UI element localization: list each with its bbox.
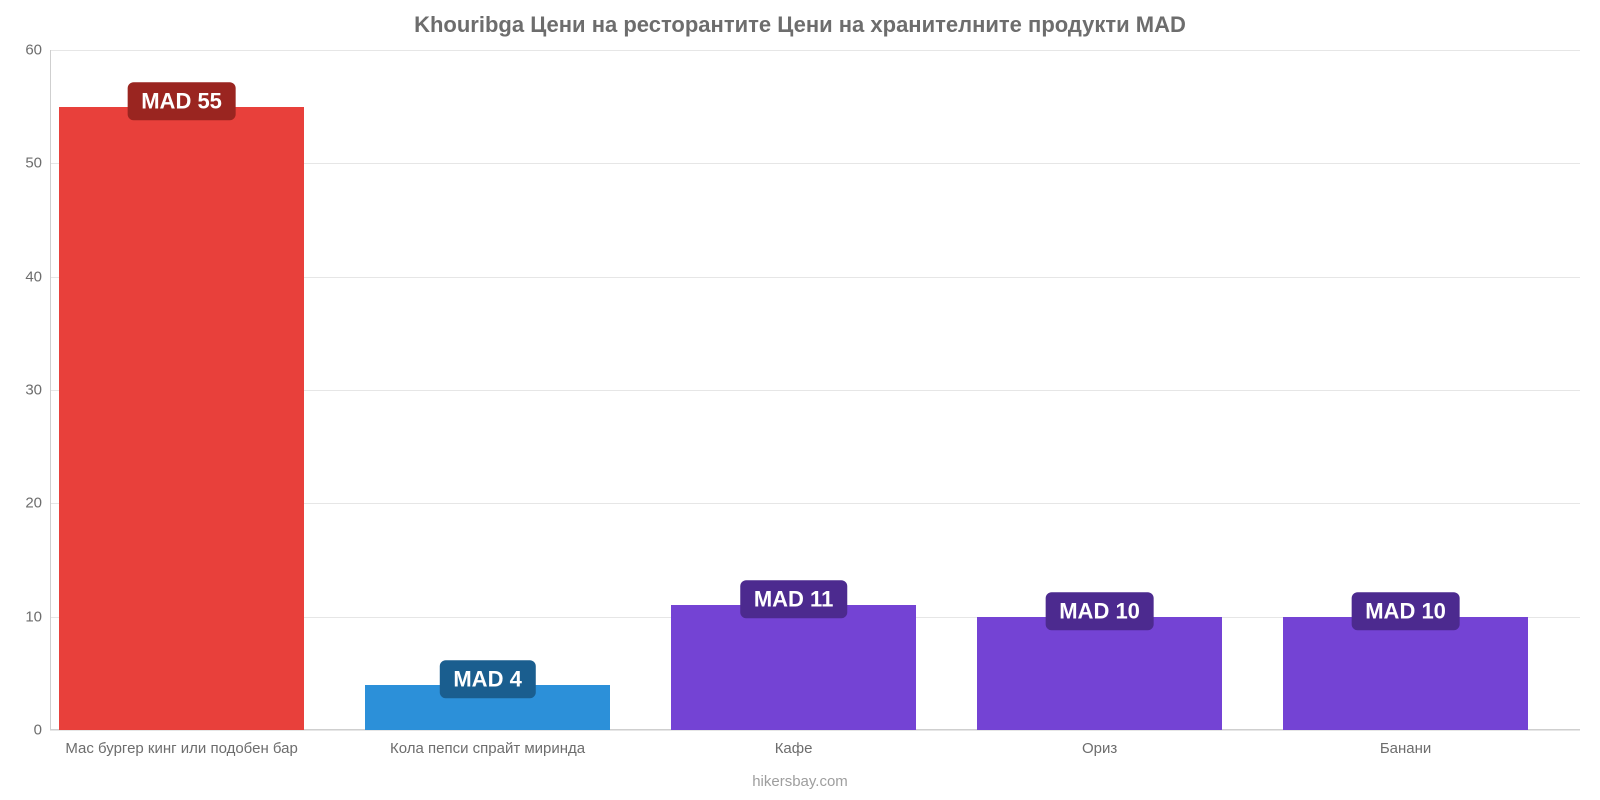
value-badge: MAD 11: [740, 581, 847, 619]
y-tick-label: 0: [34, 722, 42, 739]
y-tick-label: 50: [25, 155, 42, 172]
bar: [59, 107, 304, 730]
value-badge: MAD 10: [1351, 592, 1460, 630]
x-tick-label: Ориз: [1082, 740, 1117, 757]
plot-area: MAD 55MAD 4MAD 11MAD 10MAD 10 0102030405…: [50, 50, 1580, 730]
value-badge: MAD 4: [439, 660, 535, 698]
x-tick-label: Банани: [1380, 740, 1431, 757]
y-tick-label: 10: [25, 608, 42, 625]
y-tick-label: 30: [25, 382, 42, 399]
y-tick-label: 60: [25, 42, 42, 59]
value-badge: MAD 55: [127, 82, 236, 120]
bars-area: MAD 55 MAD 4 MAD 11 MAD 10 MAD 10: [50, 50, 1580, 730]
gridline: [50, 730, 1580, 731]
value-badge: MAD 10: [1045, 592, 1154, 630]
chart-title: Khouribga Цени на ресторантите Цени на х…: [0, 0, 1600, 44]
x-tick-label: Кола пепси спрайт миринда: [390, 740, 585, 757]
x-tick-label: Кафе: [775, 740, 813, 757]
bar: [977, 617, 1222, 730]
x-tick-label: Мас бургер кинг или подобен бар: [65, 740, 298, 757]
bar: [671, 605, 916, 730]
y-tick-label: 40: [25, 268, 42, 285]
chart-caption: hikersbay.com: [0, 773, 1600, 790]
price-bar-chart: Khouribga Цени на ресторантите Цени на х…: [0, 0, 1600, 800]
y-tick-label: 20: [25, 495, 42, 512]
bar: [1283, 617, 1528, 730]
